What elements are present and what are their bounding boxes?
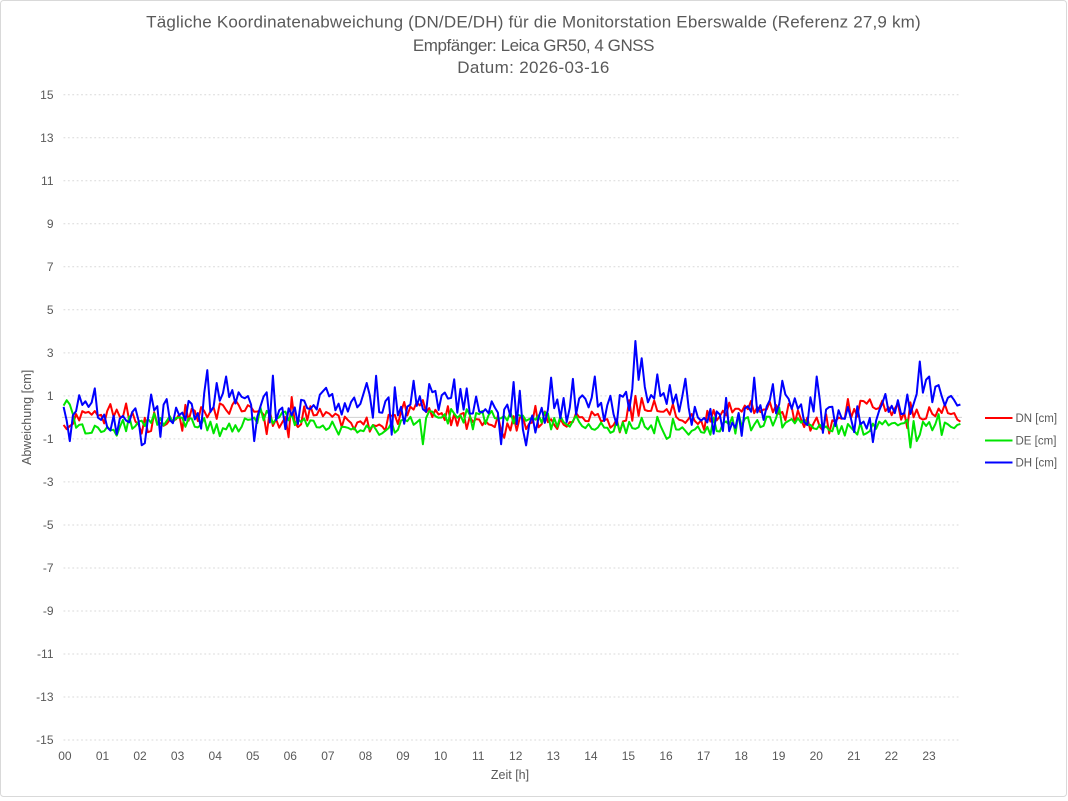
svg-text:00: 00 <box>58 749 72 763</box>
svg-text:-11: -11 <box>37 647 54 661</box>
svg-text:17: 17 <box>697 749 711 763</box>
svg-text:14: 14 <box>584 749 598 763</box>
svg-text:15: 15 <box>622 749 636 763</box>
svg-text:03: 03 <box>171 749 185 763</box>
svg-text:Tägliche Koordinatenabweichung: Tägliche Koordinatenabweichung (DN/DE/DH… <box>146 12 921 31</box>
svg-text:-7: -7 <box>43 561 54 575</box>
svg-text:-1: -1 <box>43 432 54 446</box>
svg-text:18: 18 <box>735 749 749 763</box>
svg-text:07: 07 <box>321 749 335 763</box>
svg-text:22: 22 <box>885 749 899 763</box>
svg-text:13: 13 <box>547 749 561 763</box>
svg-text:08: 08 <box>359 749 373 763</box>
svg-text:04: 04 <box>209 749 223 763</box>
svg-text:Zeit [h]: Zeit [h] <box>491 768 529 782</box>
svg-text:1: 1 <box>47 389 54 403</box>
svg-text:DH [cm]: DH [cm] <box>1016 458 1058 470</box>
svg-text:-5: -5 <box>43 518 54 532</box>
svg-text:9: 9 <box>47 217 54 231</box>
svg-text:12: 12 <box>509 749 523 763</box>
svg-text:15: 15 <box>40 88 54 102</box>
svg-text:09: 09 <box>396 749 410 763</box>
svg-text:23: 23 <box>922 749 936 763</box>
svg-text:7: 7 <box>47 260 54 274</box>
svg-text:-13: -13 <box>36 690 54 704</box>
svg-text:-15: -15 <box>36 733 54 747</box>
svg-text:DE [cm]: DE [cm] <box>1016 436 1057 448</box>
svg-text:Abweichung [cm]: Abweichung [cm] <box>20 370 34 465</box>
svg-text:-3: -3 <box>43 475 54 489</box>
svg-text:02: 02 <box>133 749 147 763</box>
svg-text:19: 19 <box>772 749 786 763</box>
svg-text:13: 13 <box>40 131 54 145</box>
svg-text:20: 20 <box>810 749 824 763</box>
svg-text:Empfänger: Leica GR50, 4 GNSS: Empfänger: Leica GR50, 4 GNSS <box>413 36 654 55</box>
svg-text:Datum: 2026-03-16: Datum: 2026-03-16 <box>457 58 609 77</box>
svg-text:5: 5 <box>47 303 54 317</box>
svg-text:11: 11 <box>472 749 485 763</box>
svg-text:16: 16 <box>659 749 673 763</box>
svg-text:21: 21 <box>847 749 861 763</box>
svg-text:06: 06 <box>284 749 298 763</box>
svg-text:DN [cm]: DN [cm] <box>1016 413 1058 425</box>
svg-text:05: 05 <box>246 749 260 763</box>
svg-text:-9: -9 <box>43 604 54 618</box>
svg-text:3: 3 <box>47 346 54 360</box>
svg-text:01: 01 <box>96 749 110 763</box>
svg-text:11: 11 <box>41 174 54 188</box>
svg-text:10: 10 <box>434 749 448 763</box>
